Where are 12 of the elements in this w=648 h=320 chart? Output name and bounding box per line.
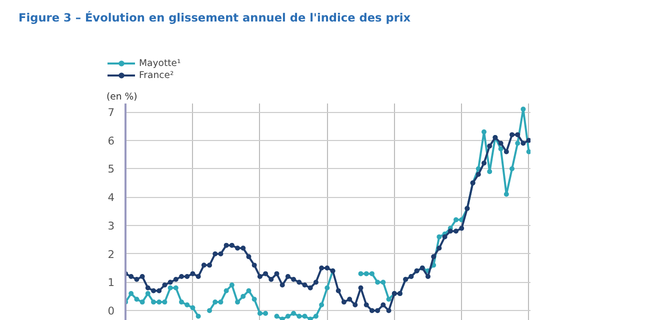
y-axis-title: (en %) bbox=[106, 92, 138, 102]
chart-title: Figure 3 – Évolution en glissement annuel de l'indice des prix bbox=[18, 10, 412, 24]
legend-label: France² bbox=[139, 69, 174, 81]
y-tick-label: 3 bbox=[108, 219, 114, 232]
y-tick-label: 5 bbox=[108, 162, 114, 176]
y-tick-label: 0 bbox=[108, 304, 115, 318]
y-tick-label: 2 bbox=[108, 248, 114, 261]
y-tick-label: 7 bbox=[108, 106, 114, 120]
y-tick-label: 6 bbox=[108, 134, 115, 148]
legend-label: Mayotte¹ bbox=[139, 57, 181, 69]
y-tick-label: 4 bbox=[108, 191, 115, 204]
y-tick-label: 1 bbox=[108, 276, 114, 290]
